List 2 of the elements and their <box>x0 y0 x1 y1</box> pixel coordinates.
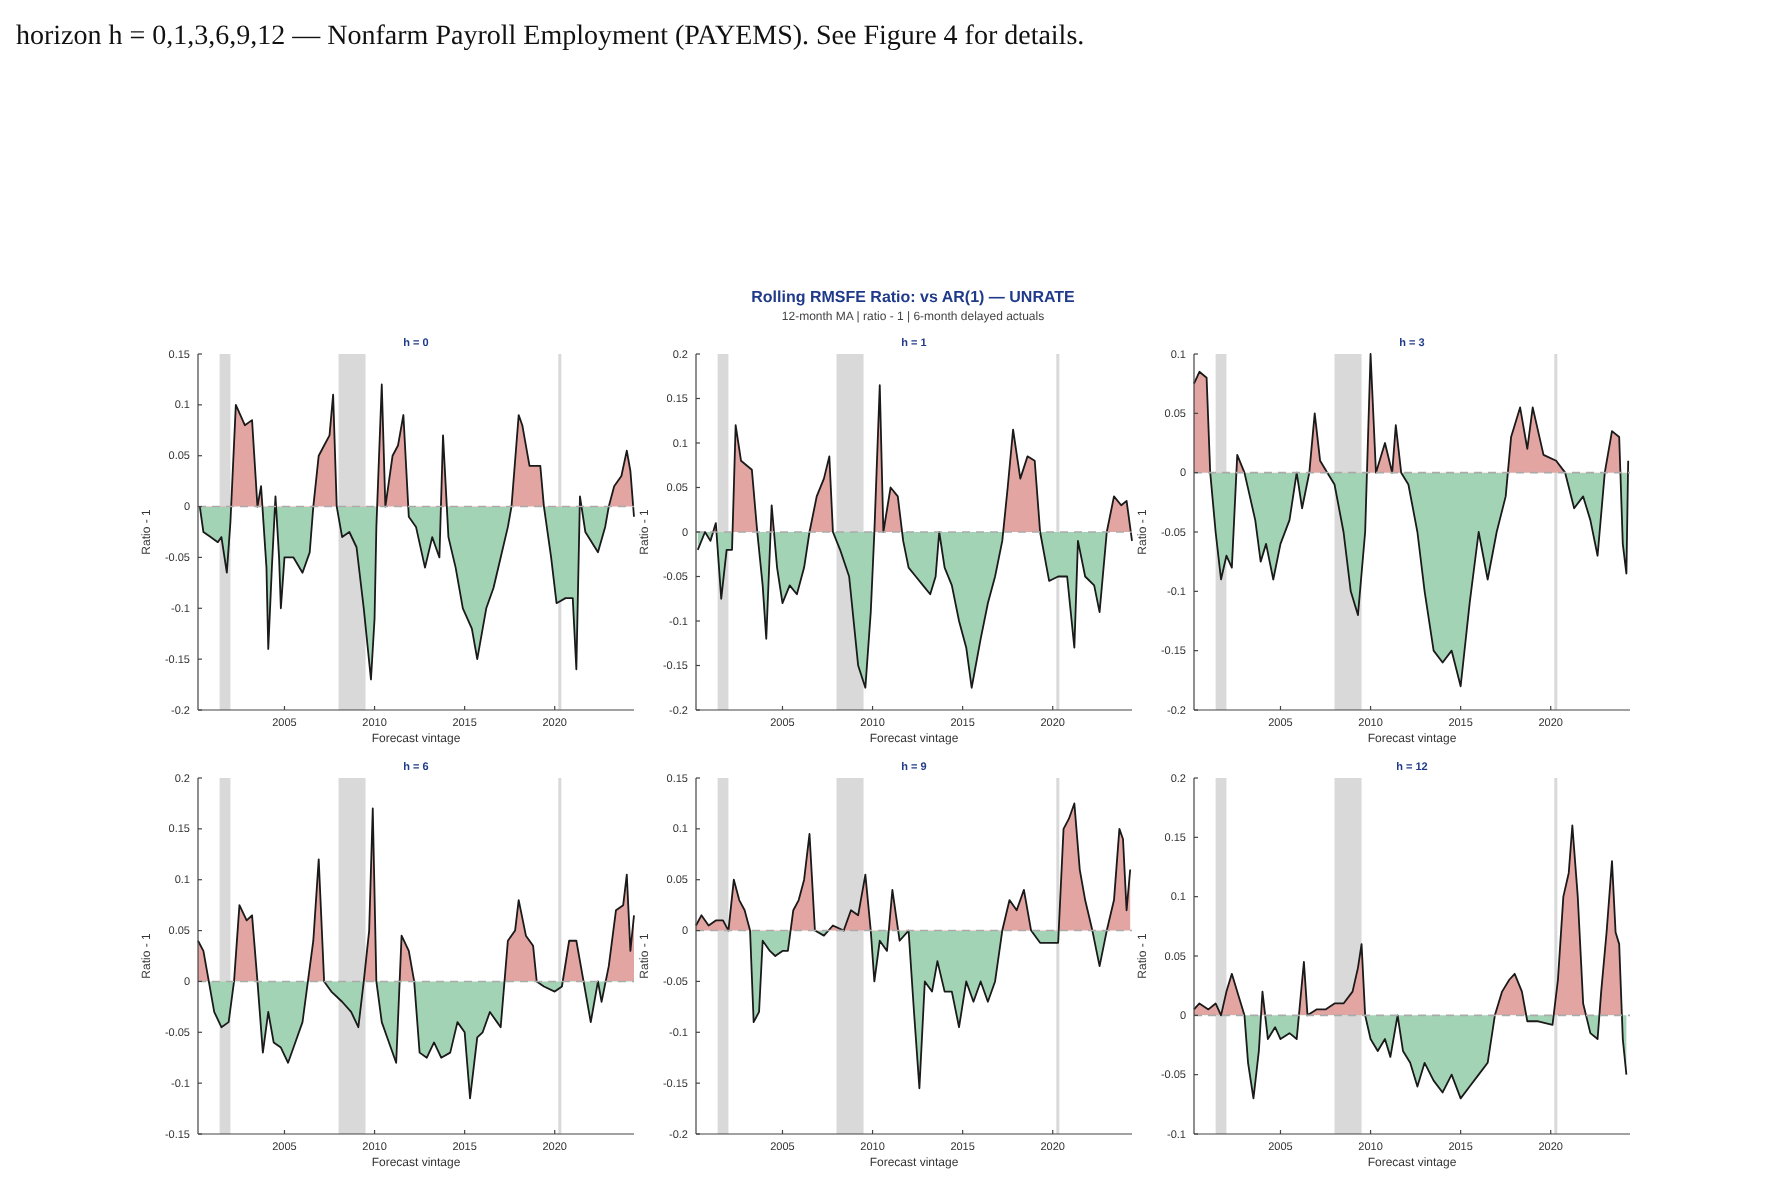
text: horizon h = 0,1,3,6,9,12 — Nonfarm Payroll Employment (PAYEMS). See Figure 4 for details. <box>16 22 1085 52</box>
text: Rolling RMSFE Ratio: vs AR(1) — UNRATE <box>751 288 1077 306</box>
